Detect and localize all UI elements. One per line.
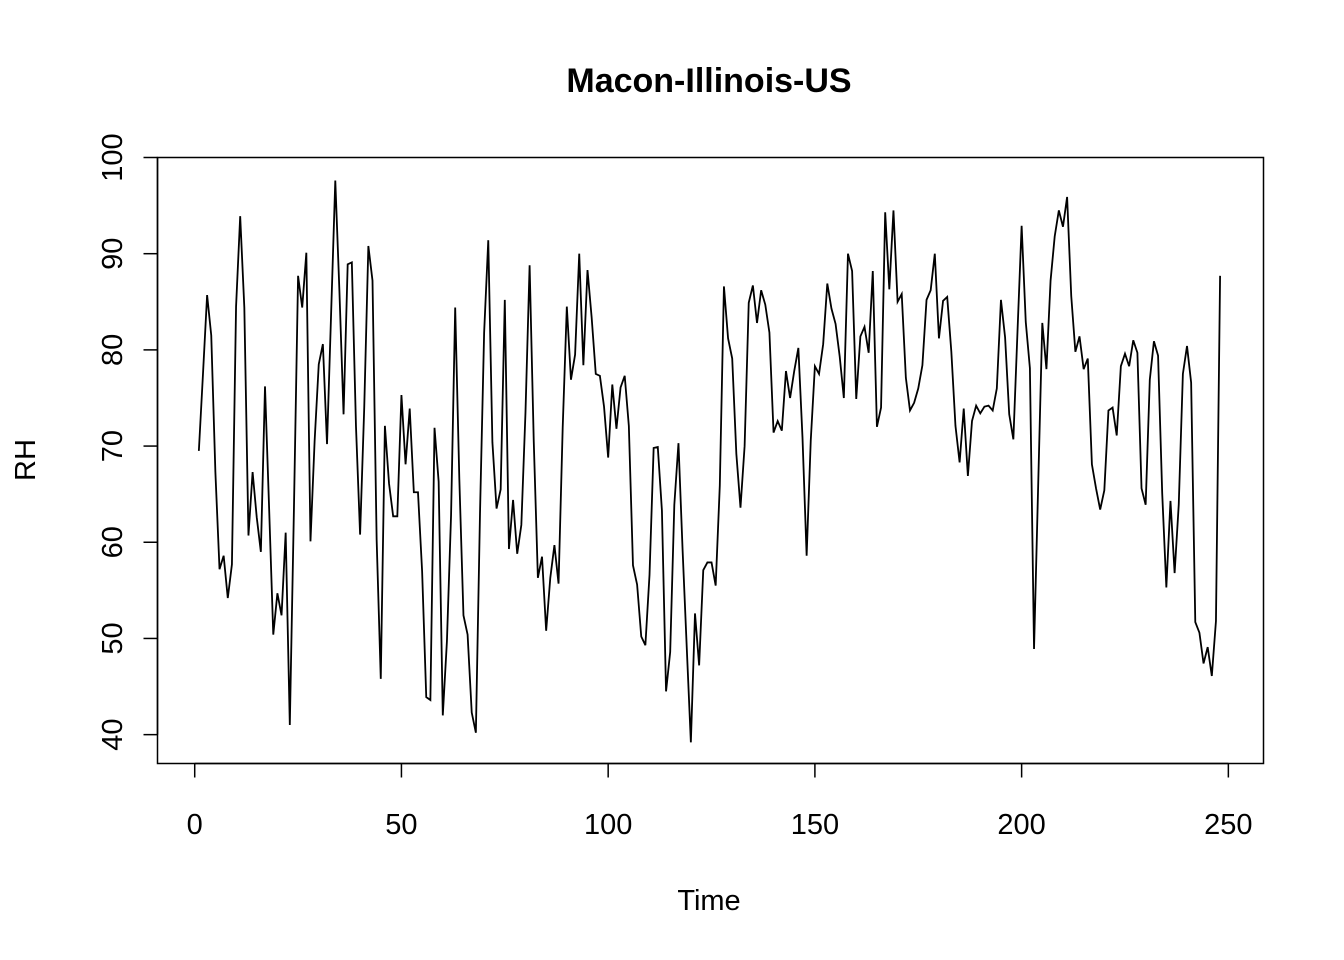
chart-title: Macon-Illinois-US (566, 62, 851, 100)
series-line (197, 180, 1221, 743)
y-axis: 40 50 60 70 80 90 100 (97, 133, 159, 751)
x-axis: 0 50 100 150 200 250 (187, 762, 1253, 841)
y-tick-label: 70 (97, 430, 129, 462)
plot-area-border (156, 156, 1265, 765)
y-tick-label: 80 (97, 334, 129, 366)
x-tick-label: 150 (791, 809, 839, 841)
x-tick-label: 50 (385, 809, 417, 841)
x-tick-label: 100 (584, 809, 632, 841)
y-axis-label: RH (10, 439, 42, 481)
y-tick-label: 90 (97, 238, 129, 270)
series-group (197, 180, 1221, 743)
y-tick-label: 100 (97, 133, 129, 181)
x-axis-label: Time (677, 885, 740, 917)
x-tick-label: 250 (1204, 809, 1252, 841)
y-tick-label: 40 (97, 719, 129, 751)
y-tick-label: 50 (97, 622, 129, 654)
y-tick-label: 60 (97, 526, 129, 558)
x-tick-label: 200 (997, 809, 1045, 841)
x-tick-label: 0 (187, 809, 203, 841)
